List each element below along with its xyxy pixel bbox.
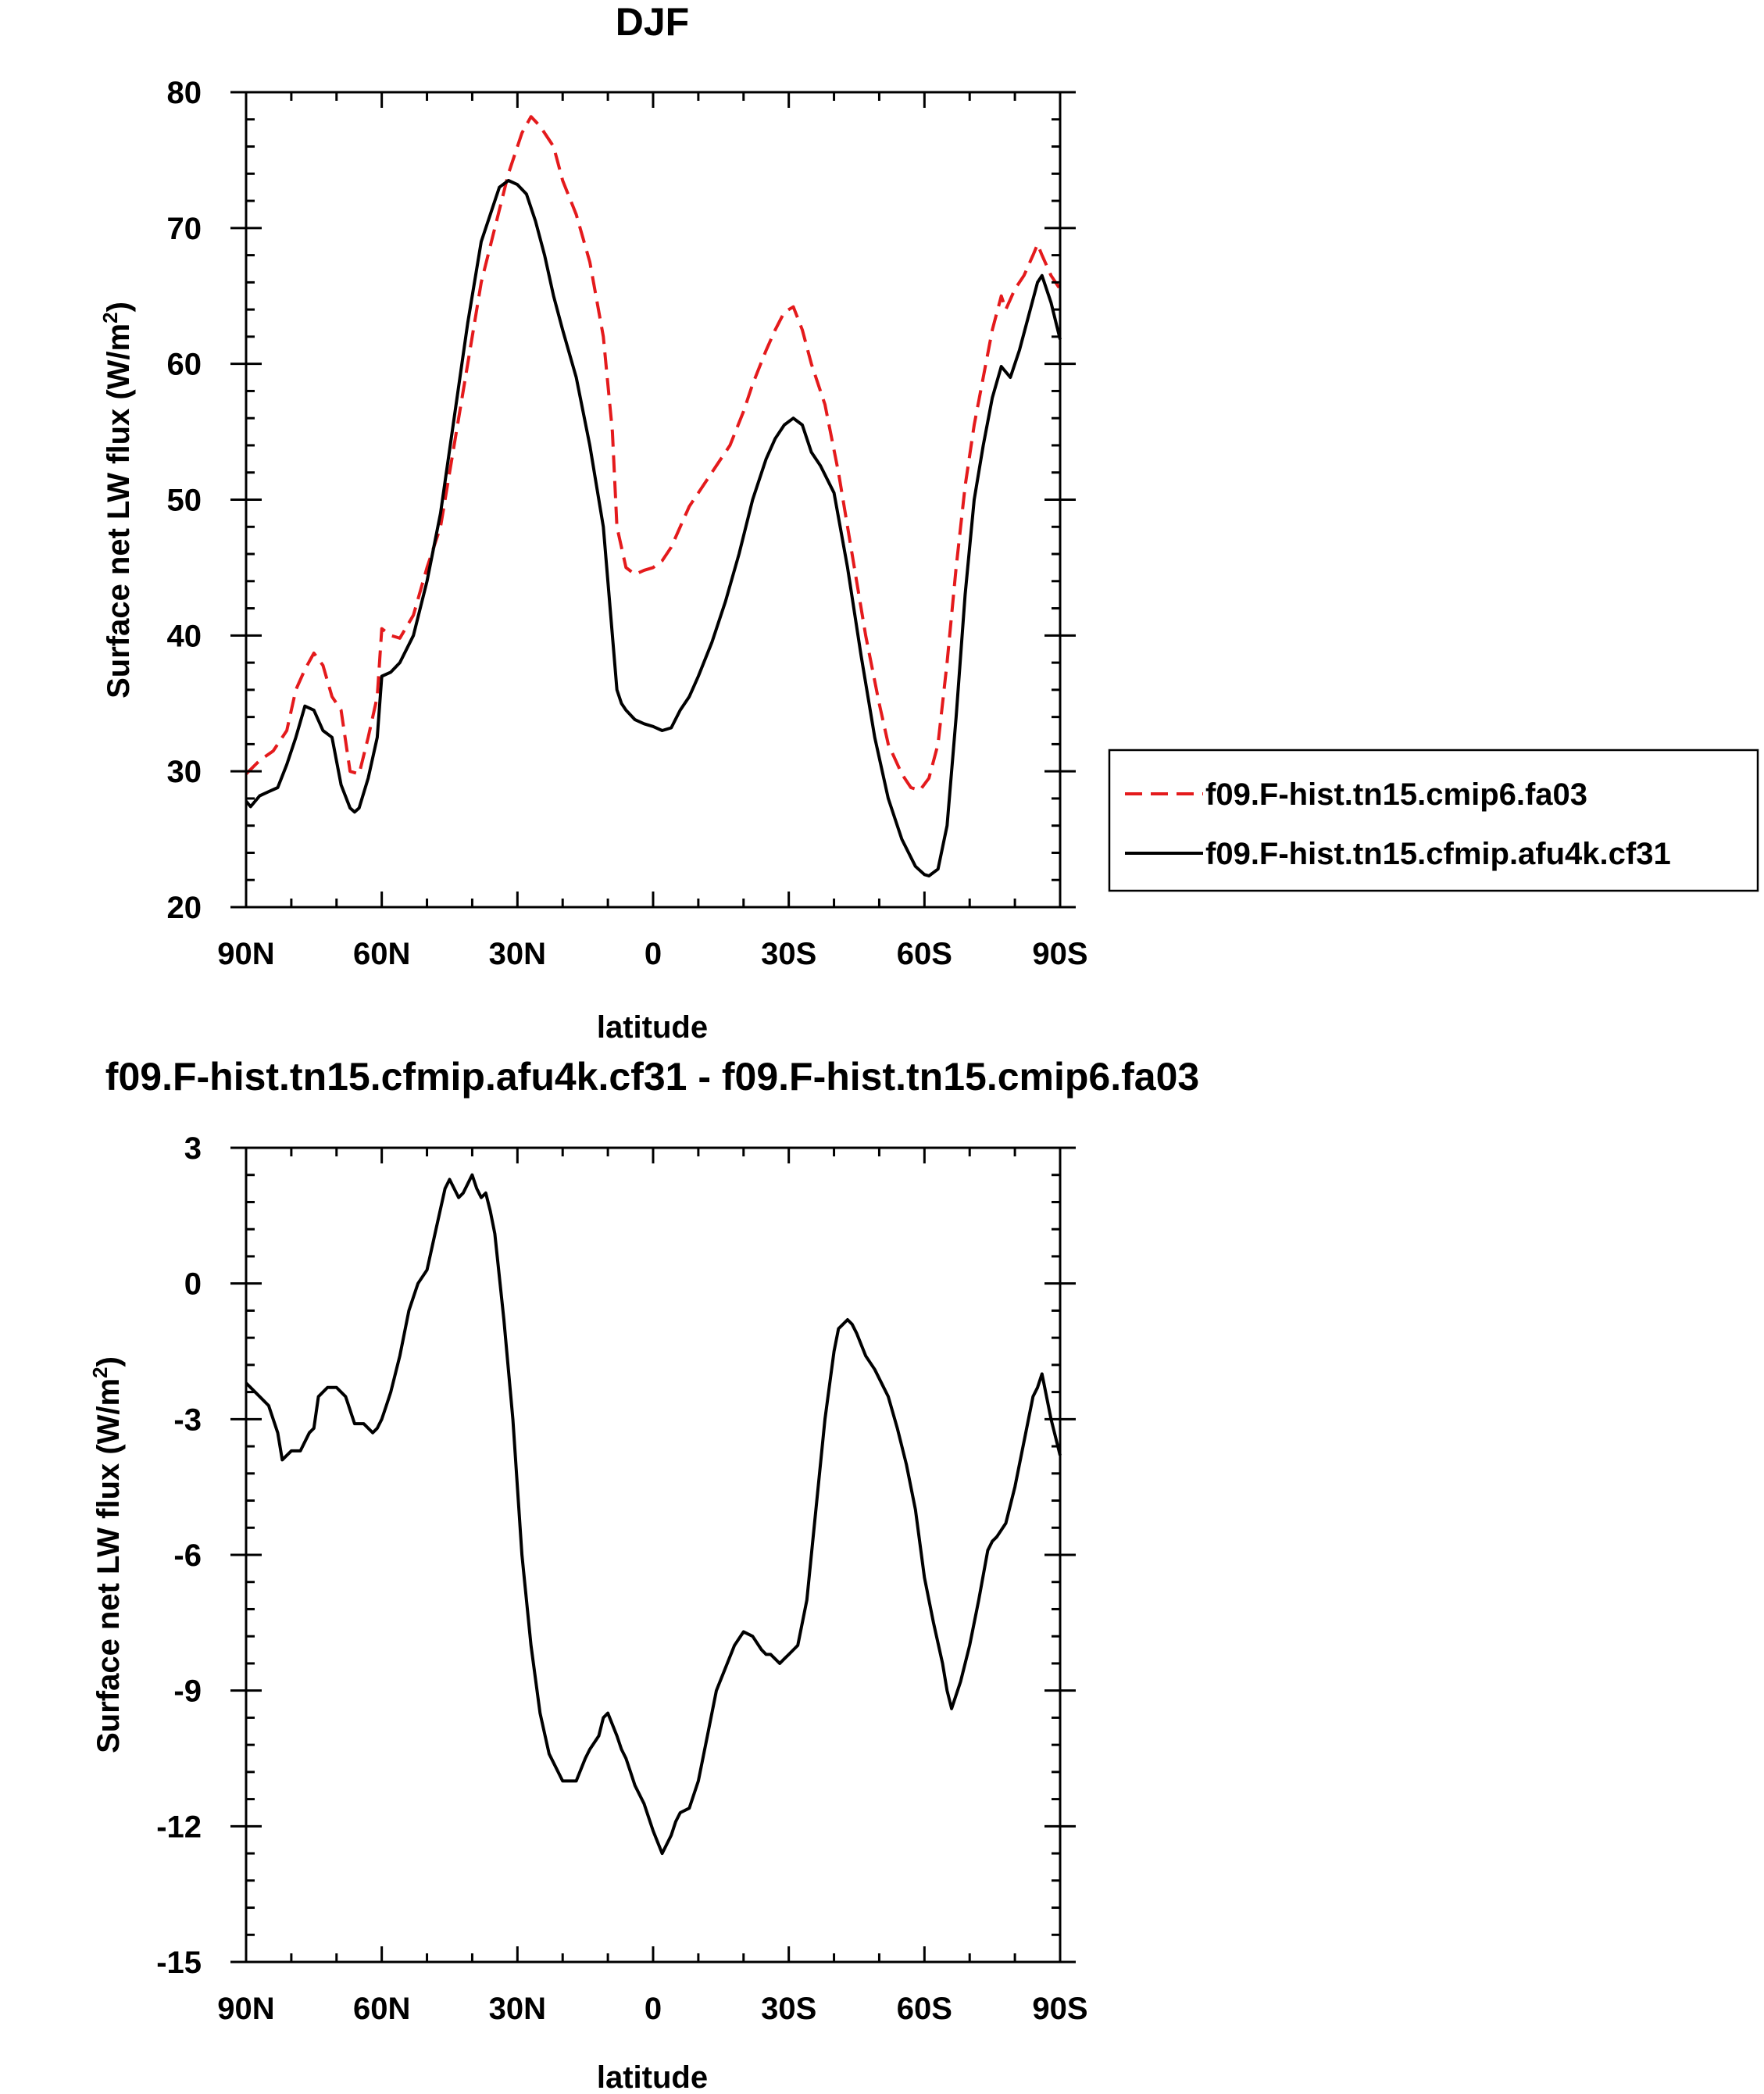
bottom-x-tick-label: 0 (645, 1992, 662, 2026)
bottom-x-tick-label: 60N (353, 1992, 410, 2026)
bottom-y-tick-label: -15 (156, 1946, 202, 1980)
legend-box (1108, 749, 1759, 892)
top-y-tick-label: 50 (167, 484, 202, 518)
bottom-series-group (245, 1173, 1062, 1856)
top-y-tick-label: 20 (167, 891, 202, 925)
bottom-y-tick-label: 0 (184, 1267, 202, 1302)
bottom-x-tick-label: 60S (897, 1992, 952, 2026)
top-chart-title: DJF (616, 0, 689, 44)
bottom-y-tick-label: 3 (184, 1131, 202, 1166)
top-x-tick-label: 90N (217, 937, 274, 971)
bottom-x-tick-label: 90N (217, 1992, 274, 2026)
bottom-panel: f09.F-hist.tn15.cfmip.afu4k.cf31 - f09.F… (88, 1055, 1199, 2094)
legend-label-cmip6: f09.F-hist.tn15.cmip6.fa03 (1205, 777, 1587, 812)
top-y-tick-label: 40 (167, 619, 202, 653)
top-y-axis-label-superscript: 2 (98, 312, 122, 323)
top-x-axis-label: latitude (597, 1010, 708, 1045)
top-x-tick-label: 90S (1032, 937, 1087, 971)
bottom-ticks-group: 90N 60N 30N 0 30S 60S 90S 3 0 -3 -6 -9 -12 -15 (156, 1131, 1087, 2026)
bottom-y-tick-label: -9 (173, 1674, 202, 1709)
bottom-chart-title: f09.F-hist.tn15.cfmip.afu4k.cf31 - f09.F… (105, 1055, 1199, 1099)
bottom-y-axis-label: Surface net LW flux (W/m2) (88, 1356, 126, 1753)
bottom-y-tick-label: -12 (156, 1810, 202, 1844)
top-y-axis-label-close: ) (102, 302, 136, 312)
top-series-line-cfmip (245, 179, 1062, 877)
top-x-tick-label: 30S (761, 937, 816, 971)
bottom-y-tick-label: -3 (173, 1403, 202, 1437)
bottom-x-tick-label: 90S (1032, 1992, 1087, 2026)
top-y-tick-label: 80 (167, 76, 202, 110)
top-y-axis-label-main: Surface net LW flux (W/m (102, 323, 136, 699)
bottom-plot-frame (245, 1146, 1062, 1964)
top-plot-frame (245, 91, 1062, 909)
top-series-line-cmip6 (245, 115, 1062, 792)
bottom-series-line-difference (245, 1173, 1062, 1856)
top-y-tick-label: 60 (167, 348, 202, 382)
top-series-group (245, 115, 1062, 877)
bottom-y-axis-label-close: ) (91, 1356, 126, 1367)
top-ticks-group: 90N 60N 30N 0 30S 60S 90S 20 30 40 50 60 70 80 (167, 76, 1088, 971)
top-y-tick-label: 70 (167, 212, 202, 246)
bottom-y-axis-label-main: Surface net LW flux (W/m (91, 1378, 126, 1753)
top-y-axis-label: Surface net LW flux (W/m2) (98, 302, 136, 699)
bottom-y-tick-label: -6 (173, 1538, 202, 1573)
bottom-x-tick-label: 30S (761, 1992, 816, 2026)
bottom-x-axis-label: latitude (597, 2060, 708, 2094)
legend: f09.F-hist.tn15.cmip6.fa03 f09.F-hist.tn… (1108, 749, 1759, 892)
bottom-y-axis-label-superscript: 2 (88, 1367, 112, 1378)
top-x-tick-label: 30N (489, 937, 546, 971)
top-x-tick-label: 60N (353, 937, 410, 971)
top-y-tick-label: 30 (167, 755, 202, 789)
top-x-tick-label: 0 (645, 937, 662, 971)
bottom-x-tick-label: 30N (489, 1992, 546, 2026)
top-x-tick-label: 60S (897, 937, 952, 971)
top-panel: DJF 90N 60N 30N 0 30S 60S 90S 20 30 40 50 60 70 80 la… (98, 0, 1759, 1045)
legend-label-cfmip: f09.F-hist.tn15.cfmip.afu4k.cf31 (1205, 837, 1671, 871)
